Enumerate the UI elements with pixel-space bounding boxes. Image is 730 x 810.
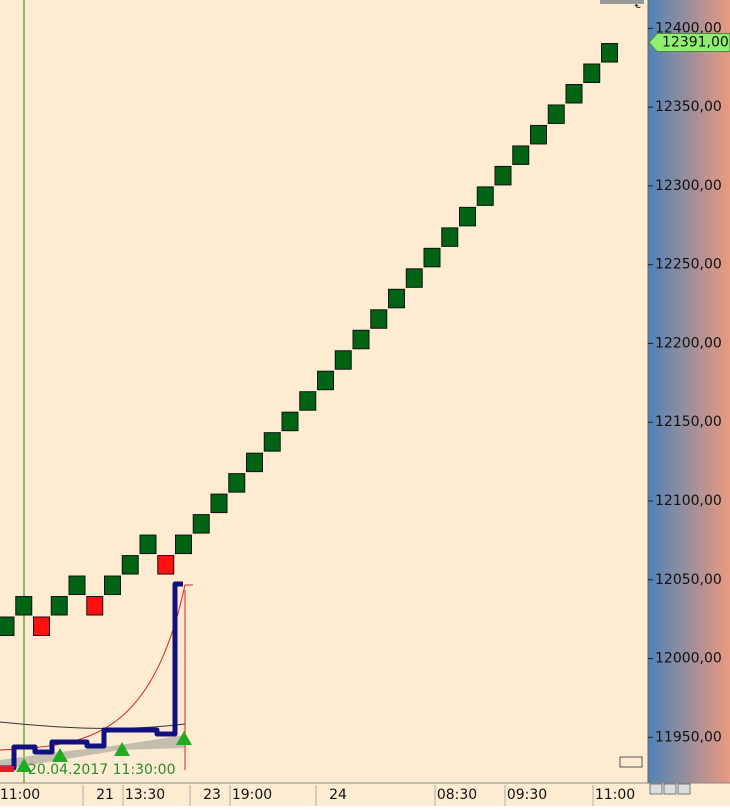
x-tick-label: 09:30 bbox=[507, 787, 547, 803]
renko-brick bbox=[459, 206, 476, 227]
renko-brick bbox=[530, 124, 547, 145]
renko-brick bbox=[192, 514, 210, 534]
y-tick-label: 12250,00 bbox=[655, 257, 722, 273]
renko-brick bbox=[15, 596, 33, 616]
y-tick-label: 12000,00 bbox=[655, 651, 722, 667]
indicator bbox=[0, 581, 193, 772]
x-tick-label: 24 bbox=[329, 787, 347, 803]
renko-brick bbox=[583, 63, 601, 83]
renko-brick bbox=[565, 83, 583, 104]
y-tick-label: 12200,00 bbox=[655, 335, 722, 351]
x-tick-label: 13:30 bbox=[125, 787, 165, 803]
x-tick-label: 08:30 bbox=[437, 787, 477, 803]
renko-brick bbox=[246, 452, 263, 473]
x-tick-label: 21 bbox=[96, 787, 114, 803]
x-tick-label: 11:00 bbox=[0, 787, 40, 803]
renko-brick bbox=[405, 268, 423, 288]
renko-brick bbox=[175, 534, 192, 555]
renko-brick bbox=[334, 350, 352, 370]
renko-brick bbox=[494, 165, 512, 186]
renko-brick bbox=[50, 596, 68, 616]
y-tick-label: 12100,00 bbox=[655, 493, 722, 509]
renko-brick bbox=[352, 329, 370, 350]
x-axis-panel bbox=[0, 783, 730, 806]
corner-icons bbox=[619, 756, 691, 795]
renko-brick bbox=[299, 391, 317, 411]
x-tick-label: 23 bbox=[203, 787, 221, 803]
y-tick-label: 12050,00 bbox=[655, 572, 722, 588]
renko-brick bbox=[281, 411, 299, 432]
renko-brick bbox=[441, 227, 459, 247]
last-price-label: 12391,00 bbox=[662, 35, 729, 51]
y-tick-label: 12350,00 bbox=[655, 99, 722, 115]
renko-brick bbox=[547, 104, 565, 124]
renko-brick bbox=[139, 534, 157, 555]
renko-brick bbox=[33, 616, 50, 636]
renko-brick bbox=[86, 596, 104, 616]
x-tick-label: 19:00 bbox=[232, 787, 272, 803]
last-price-marker bbox=[648, 33, 730, 53]
renko-brick bbox=[157, 555, 175, 575]
renko-brick bbox=[388, 288, 405, 309]
annotation: 20.04.2017 11:30:00 bbox=[28, 762, 176, 778]
renko-brick bbox=[228, 473, 246, 493]
x-tick-label: 11:00 bbox=[595, 787, 635, 803]
toolbar-icon bbox=[600, 0, 644, 4]
currency: € bbox=[635, 0, 641, 11]
y-tick-label: 12400,00 bbox=[655, 20, 722, 36]
renko-brick bbox=[68, 575, 86, 596]
renko-brick bbox=[0, 616, 15, 636]
renko-brick bbox=[317, 370, 334, 391]
renko-brick bbox=[263, 432, 281, 452]
renko-brick bbox=[476, 186, 494, 206]
renko-brick bbox=[601, 43, 618, 63]
renko-brick bbox=[104, 575, 121, 596]
y-tick-label: 11950,00 bbox=[655, 729, 722, 745]
y-tick-label: 12300,00 bbox=[655, 178, 722, 194]
renko-brick bbox=[210, 493, 228, 514]
renko-brick bbox=[370, 309, 388, 329]
renko-brick bbox=[121, 555, 139, 575]
y-tick-label: 12150,00 bbox=[655, 414, 722, 430]
renko-brick bbox=[423, 247, 441, 268]
renko-brick bbox=[512, 145, 530, 165]
y-axis-panel bbox=[648, 0, 730, 783]
